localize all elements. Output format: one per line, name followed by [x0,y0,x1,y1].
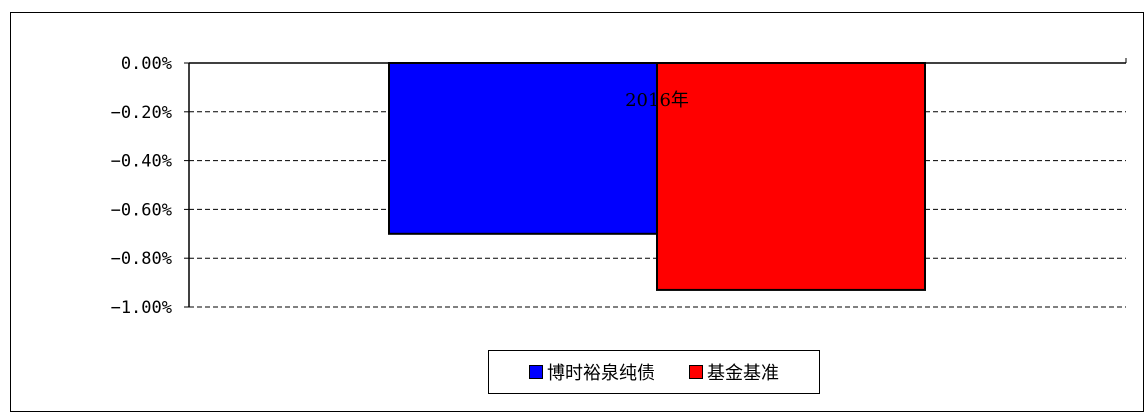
y-tick-label-2: −0.40% [111,152,172,172]
legend-item-series-2: 基金基准 [689,359,779,385]
legend-swatch-series-2 [689,365,703,379]
bar-chart: 0.00% −0.20% −0.40% −0.60% −0.80% −1.00% 2016年 [111,54,1127,318]
y-tick-label-5: −1.00% [111,298,172,318]
y-tick-label-1: −0.20% [111,103,172,123]
legend-swatch-series-1 [529,365,543,379]
bar-series-2 [656,62,926,291]
legend-label-series-1: 博时裕泉纯债 [547,363,655,384]
legend: 博时裕泉纯债 基金基准 [488,350,820,394]
legend-item-series-1: 博时裕泉纯债 [529,359,655,385]
y-tick-label-4: −0.80% [111,249,172,269]
labels: 0.00% −0.20% −0.40% −0.60% −0.80% −1.00% 2016年 [111,54,689,318]
y-tick-label-3: −0.60% [111,200,172,220]
category-label: 2016年 [625,90,689,111]
axes [184,58,1127,308]
y-tick-label-0: 0.00% [121,54,172,74]
legend-label-series-2: 基金基准 [707,363,779,384]
bar-series-1 [388,62,658,235]
bars [388,62,926,291]
